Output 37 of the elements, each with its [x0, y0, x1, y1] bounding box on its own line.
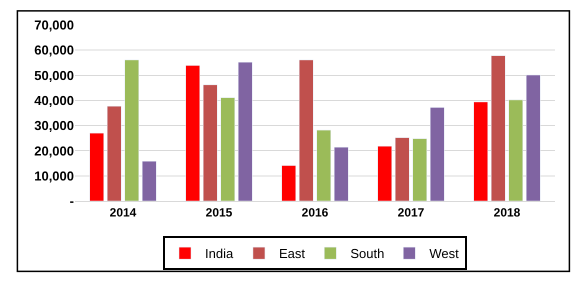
bar: [334, 146, 349, 201]
bar: [142, 161, 157, 201]
bar: [281, 165, 296, 201]
legend-label: West: [429, 246, 460, 262]
legend-label: East: [278, 246, 306, 262]
y-tick-label: 40,000: [34, 92, 74, 108]
y-tick-label: 60,000: [34, 42, 74, 58]
legend-label: India: [205, 246, 234, 262]
bar: [316, 130, 332, 201]
y-tick-label: 10,000: [34, 168, 74, 184]
bar: [377, 146, 392, 201]
bar: [89, 132, 104, 201]
bar: [394, 137, 410, 201]
y-tick-label: 20,000: [34, 143, 74, 158]
bar: [238, 62, 253, 201]
x-tick-label: 2016: [302, 205, 329, 220]
bar: [298, 60, 314, 201]
bar: [185, 65, 200, 201]
x-tick-label: 2015: [206, 205, 233, 220]
bar: [202, 84, 218, 201]
y-tick-label: 70,000: [34, 18, 74, 33]
bar: [124, 60, 140, 201]
legend-label: South: [350, 246, 384, 262]
x-tick-label: 2018: [494, 205, 521, 220]
bar: [526, 74, 541, 201]
bar: [106, 106, 122, 201]
bar: [473, 102, 488, 201]
x-tick-label: 2017: [398, 205, 425, 220]
bar: [508, 100, 524, 201]
bar: [430, 107, 445, 201]
x-tick-label: 2014: [110, 205, 137, 220]
bar: [412, 138, 428, 201]
y-tick-label: -: [70, 194, 74, 209]
y-tick-label: 50,000: [34, 68, 74, 83]
bar: [220, 97, 236, 201]
bar: [490, 55, 506, 201]
y-tick-label: 30,000: [34, 118, 74, 134]
